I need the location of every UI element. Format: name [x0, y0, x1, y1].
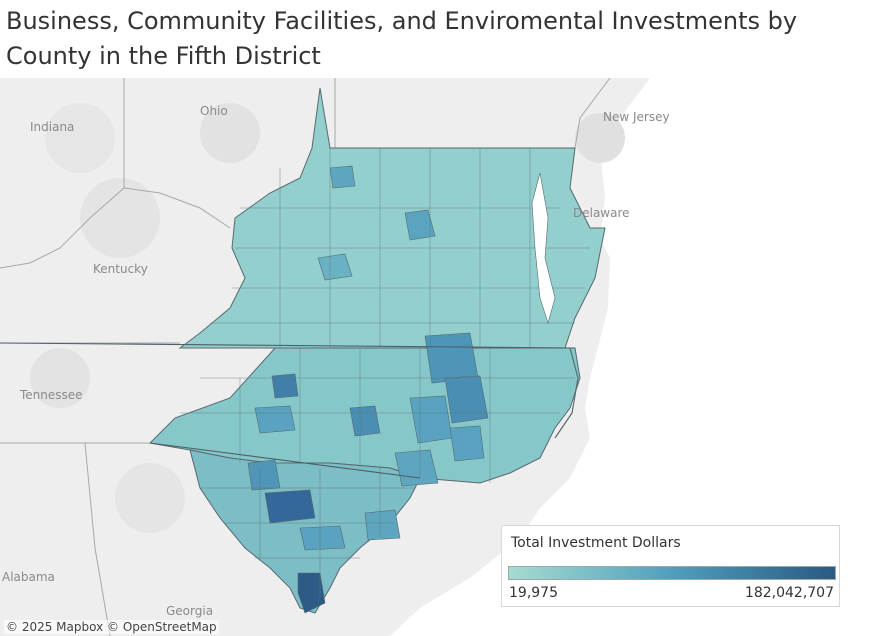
place-label-tennessee: Tennessee: [20, 388, 83, 402]
basemap-svg: [0, 78, 889, 636]
chesapeake-bay: [531, 172, 556, 325]
ocean: [390, 78, 889, 636]
place-label-alabama: Alabama: [2, 570, 55, 584]
map-attribution[interactable]: © 2025 Mapbox © OpenStreetMap: [4, 620, 219, 634]
outer-banks: [554, 347, 579, 439]
place-label-ohio: Ohio: [200, 104, 228, 118]
place-label-delaware: Delaware: [573, 206, 630, 220]
legend-color-ramp: [508, 566, 836, 580]
map-canvas[interactable]: Ohio Indiana New Jersey Delaware Kentuck…: [0, 78, 889, 636]
place-label-kentucky: Kentucky: [93, 262, 148, 276]
place-label-georgia: Georgia: [166, 604, 214, 618]
legend-min-label: 19,975: [509, 585, 558, 601]
legend-max-label: 182,042,707: [744, 585, 834, 601]
fifth-district-region[interactable]: [0, 87, 606, 614]
legend-title: Total Investment Dollars: [511, 535, 681, 551]
page-title: Business, Community Facilities, and Envi…: [6, 7, 798, 70]
place-label-indiana: Indiana: [30, 120, 75, 134]
place-label-new-jersey: New Jersey: [603, 110, 670, 124]
color-legend: Total Investment Dollars 19,975 182,042,…: [501, 525, 840, 607]
